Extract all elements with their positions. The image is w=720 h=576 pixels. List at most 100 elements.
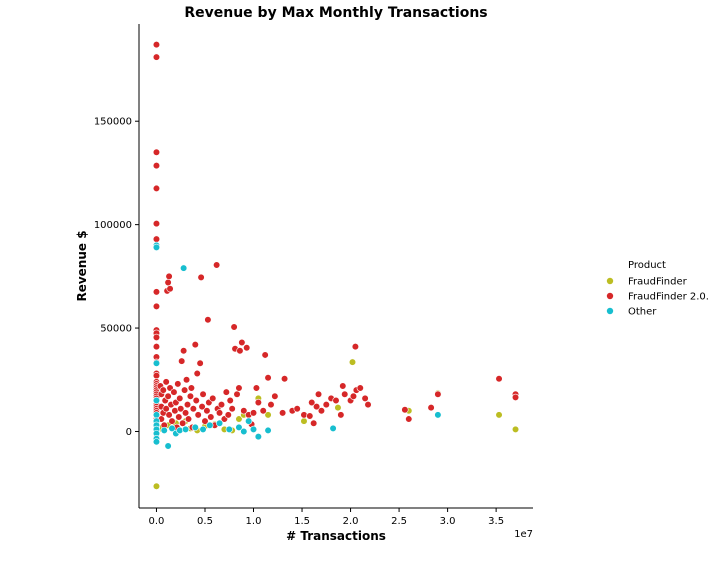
point-fraudfinder-2-0 (152, 235, 161, 243)
point-other (181, 425, 190, 434)
point-fraudfinder-2-0 (187, 384, 196, 392)
point-fraudfinder-2-0 (164, 278, 172, 287)
point-fraudfinder-2-0 (332, 396, 340, 405)
x-tick-label: 2.0 (343, 516, 359, 527)
point-fraudfinder-2-0 (267, 400, 275, 409)
x-tick-label: 3.0 (440, 516, 456, 527)
y-tick-label: 100000 (94, 220, 132, 231)
point-fraudfinder-2-0 (361, 394, 369, 402)
x-tick-label: 0.0 (149, 516, 165, 527)
x-tick-label: 1.0 (246, 516, 262, 527)
x-axis-ticks: 0.0 0.5 1.0 1.5 2.0 2.5 3.0 3.5 (149, 508, 504, 527)
point-other (180, 264, 188, 272)
point-other (264, 426, 272, 435)
point-fraudfinder-2-0 (236, 347, 244, 355)
point-fraudfinder-2-0 (207, 413, 215, 421)
point-fraudfinder (348, 358, 357, 366)
data-points (152, 41, 520, 490)
y-axis-ticks: 0 50000 100000 150000 (94, 117, 139, 438)
point-fraudfinder-2-0 (175, 413, 183, 421)
point-fraudfinder-2-0 (405, 415, 413, 423)
point-other (152, 438, 161, 446)
point-fraudfinder-2-0 (233, 390, 241, 398)
point-other (199, 425, 207, 434)
point-fraudfinder-2-0 (224, 411, 232, 419)
point-fraudfinder-2-0 (215, 409, 224, 417)
point-fraudfinder-2-0 (199, 390, 207, 398)
point-fraudfinder-2-0 (174, 380, 182, 388)
point-fraudfinder-2-0 (312, 403, 321, 411)
point-fraudfinder-2-0 (166, 285, 174, 293)
point-fraudfinder-2-0 (184, 415, 193, 423)
point-fraudfinder-2-0 (204, 316, 212, 324)
point-fraudfinder-2-0 (240, 407, 248, 415)
point-fraudfinder-2-0 (261, 351, 269, 359)
point-fraudfinder-2-0 (203, 407, 211, 415)
point-fraudfinder-2-0 (162, 405, 170, 413)
point-fraudfinder-2-0 (180, 347, 188, 355)
point-fraudfinder (334, 404, 342, 412)
point-fraudfinder-2-0 (511, 393, 520, 401)
x-axis-offset-text: 1e7 (514, 529, 533, 540)
point-fraudfinder (152, 482, 161, 490)
point-fraudfinder (264, 411, 272, 419)
point-fraudfinder-2-0 (176, 394, 184, 402)
point-fraudfinder-2-0 (177, 405, 185, 413)
point-other (152, 411, 161, 419)
legend-title: Product (628, 260, 666, 271)
point-fraudfinder-2-0 (152, 343, 161, 351)
point-other (329, 424, 337, 432)
point-other (160, 426, 168, 435)
point-other (152, 396, 161, 405)
point-fraudfinder-2-0 (181, 386, 189, 394)
point-fraudfinder-2-0 (165, 411, 173, 419)
point-fraudfinder-2-0 (209, 394, 217, 402)
y-axis-label: Revenue $ (75, 230, 89, 301)
point-fraudfinder-2-0 (243, 344, 251, 352)
point-fraudfinder-2-0 (364, 400, 372, 409)
point-fraudfinder-2-0 (213, 261, 221, 269)
point-fraudfinder-2-0 (165, 272, 173, 280)
point-fraudfinder-2-0 (314, 390, 323, 398)
point-fraudfinder-2-0 (252, 384, 261, 392)
point-fraudfinder-2-0 (196, 359, 204, 367)
legend-label: FraudFinder (628, 277, 688, 288)
point-fraudfinder-2-0 (170, 388, 178, 396)
point-fraudfinder-2-0 (152, 288, 161, 296)
legend-label: FraudFinder 2.0. (628, 292, 709, 303)
point-other (235, 423, 243, 431)
point-fraudfinder-2-0 (271, 392, 279, 400)
point-other (206, 421, 214, 429)
point-fraudfinder-2-0 (279, 409, 287, 417)
y-tick-label: 150000 (94, 117, 132, 128)
legend-marker (606, 307, 614, 315)
point-fraudfinder-2-0 (152, 184, 161, 193)
legend: Product FraudFinder FraudFinder 2.0. Other (606, 260, 709, 318)
point-fraudfinder-2-0 (226, 396, 234, 405)
point-fraudfinder-2-0 (182, 376, 191, 384)
point-other (152, 243, 161, 251)
point-fraudfinder-2-0 (183, 400, 192, 409)
point-fraudfinder-2-0 (192, 396, 200, 405)
legend-marker (606, 277, 614, 285)
point-fraudfinder-2-0 (152, 162, 161, 170)
point-other (176, 426, 184, 435)
point-fraudfinder-2-0 (230, 323, 238, 331)
point-fraudfinder-2-0 (401, 406, 409, 414)
point-fraudfinder-2-0 (201, 417, 209, 425)
point-fraudfinder-2-0 (164, 392, 172, 400)
point-other (152, 359, 161, 367)
point-fraudfinder-2-0 (152, 302, 161, 310)
point-fraudfinder-2-0 (193, 369, 201, 378)
point-fraudfinder-2-0 (341, 390, 349, 398)
point-fraudfinder-2-0 (152, 41, 161, 49)
point-fraudfinder-2-0 (217, 400, 226, 409)
point-fraudfinder-2-0 (434, 390, 442, 398)
point-fraudfinder (495, 411, 503, 419)
point-fraudfinder-2-0 (293, 405, 301, 413)
point-fraudfinder-2-0 (339, 382, 347, 390)
point-fraudfinder (235, 415, 243, 423)
y-tick-label: 0 (126, 427, 132, 438)
point-other (249, 425, 258, 434)
